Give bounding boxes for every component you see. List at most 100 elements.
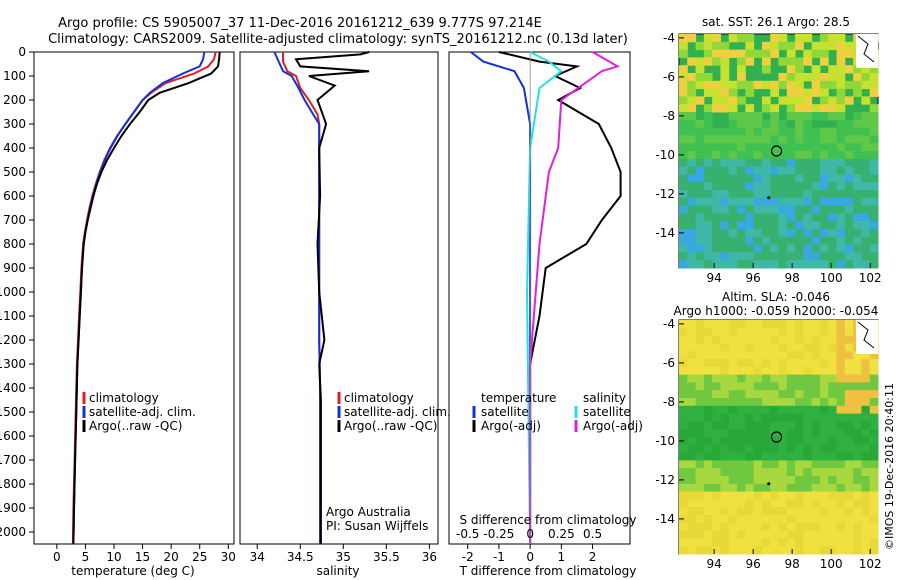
map-cell xyxy=(828,499,838,508)
map-cell xyxy=(712,49,721,58)
map-cell xyxy=(770,252,779,261)
map-cell xyxy=(737,65,746,74)
map-cell xyxy=(679,366,688,376)
map-cell xyxy=(778,460,788,469)
map-cell xyxy=(761,538,771,547)
map-cell xyxy=(720,252,730,261)
map-cell xyxy=(695,515,705,524)
y-tick-label: 700 xyxy=(3,213,26,227)
map-cell xyxy=(728,343,738,352)
map-cell xyxy=(786,530,796,539)
map-cell xyxy=(778,421,788,430)
map-cell xyxy=(753,119,763,129)
map-cell xyxy=(720,374,730,383)
map-cell xyxy=(720,197,730,207)
map-cell xyxy=(728,499,738,508)
map-cell xyxy=(720,182,730,191)
map-cell xyxy=(828,127,838,136)
map-cell xyxy=(687,413,697,422)
map-cell xyxy=(844,320,854,329)
map-cell xyxy=(778,213,788,222)
map-cell xyxy=(761,104,771,113)
map-cell xyxy=(795,507,804,516)
map-cell xyxy=(819,221,829,230)
map-cell xyxy=(720,49,730,58)
map-cell xyxy=(836,421,846,430)
map-cell xyxy=(728,158,738,168)
map-cell xyxy=(795,135,804,144)
map-cell xyxy=(728,335,738,344)
legend-label: Argo(-adj) xyxy=(583,419,643,433)
map-cell xyxy=(679,49,688,58)
map-cell xyxy=(844,413,854,422)
map-cell xyxy=(737,182,746,191)
map-cell xyxy=(853,468,862,477)
map-cell xyxy=(687,135,697,144)
map-cell xyxy=(737,515,746,524)
map-cell xyxy=(861,398,871,407)
map-cell xyxy=(803,143,813,152)
map-cell xyxy=(770,452,779,461)
map-cell xyxy=(795,57,804,66)
map-cell xyxy=(803,351,813,360)
map-cell xyxy=(695,351,705,360)
map-cell xyxy=(712,491,721,500)
map-cell xyxy=(687,244,697,253)
map-cell xyxy=(687,112,697,121)
map-cell xyxy=(853,452,862,461)
map-cell xyxy=(679,483,688,493)
map-cell xyxy=(695,390,705,399)
map-cell xyxy=(728,119,738,129)
map-cell xyxy=(703,221,713,230)
map-cell xyxy=(745,119,755,129)
map-cell xyxy=(803,335,813,344)
map-cell xyxy=(836,343,846,352)
map-cell xyxy=(836,491,846,500)
map-cell xyxy=(778,205,788,214)
map-cell xyxy=(786,429,796,438)
map-cell xyxy=(770,343,779,352)
map-cell xyxy=(861,229,871,238)
map-cell xyxy=(795,522,804,532)
map-cell xyxy=(770,546,779,555)
map-cell xyxy=(786,252,796,261)
map-cell xyxy=(720,327,730,337)
map-cell xyxy=(819,112,829,121)
map-cell xyxy=(695,421,705,430)
map-cell xyxy=(712,413,721,422)
map-cell xyxy=(728,491,738,500)
map-cell xyxy=(795,166,804,175)
map-cell xyxy=(753,205,763,214)
map-cell xyxy=(786,507,796,516)
map-cell xyxy=(819,174,829,183)
map-cell xyxy=(853,143,862,152)
map-cell xyxy=(861,135,871,144)
map-cell xyxy=(803,166,813,175)
annotation-line1: Argo Australia xyxy=(326,505,411,519)
map-cell xyxy=(695,190,705,199)
map-cell xyxy=(753,405,763,415)
map-cell xyxy=(861,260,871,269)
map-cell xyxy=(828,546,838,555)
map-cell xyxy=(737,390,746,399)
map-cell xyxy=(737,119,746,129)
map-cell xyxy=(786,221,796,230)
map-cell xyxy=(737,538,746,547)
map-cell xyxy=(761,143,771,152)
map-cell xyxy=(761,320,771,329)
y-tick-label: 100 xyxy=(3,69,26,83)
map-cell xyxy=(778,515,788,524)
map-cell xyxy=(819,405,829,415)
map-cell xyxy=(703,335,713,344)
map-cell xyxy=(745,444,755,454)
map-cell xyxy=(720,96,730,105)
map-cell xyxy=(737,57,746,66)
map-cell xyxy=(695,405,705,415)
map-cell xyxy=(869,374,879,383)
map-cell xyxy=(720,382,730,391)
map-cell xyxy=(844,260,854,269)
map-cell xyxy=(778,538,788,547)
map-cell xyxy=(712,437,721,446)
map-cell xyxy=(836,34,846,43)
map-cell xyxy=(861,174,871,183)
